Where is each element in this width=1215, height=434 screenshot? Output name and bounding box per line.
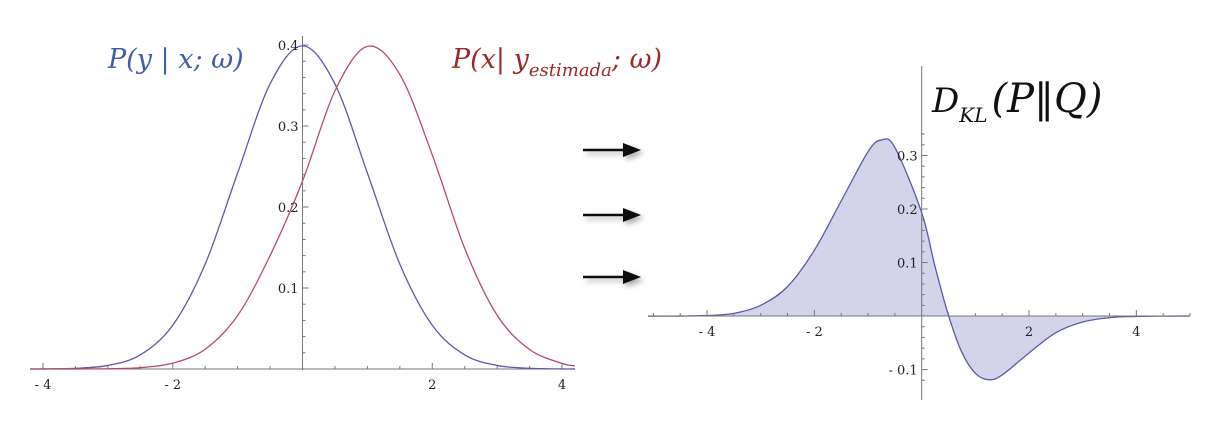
kl-curve-line bbox=[647, 138, 1191, 381]
arrow-group bbox=[583, 143, 641, 284]
left-x-tick-label: 4 bbox=[558, 378, 566, 393]
right-series-group bbox=[647, 138, 1191, 381]
right-arrow-icon bbox=[583, 143, 641, 157]
right-y-tick-label: - 0.1 bbox=[888, 364, 917, 379]
right-kl-chart: - 4 - 2 2 4 - 0.1 0.1 0.2 0.3 bbox=[647, 66, 1191, 400]
right-y-tick-label: 0.2 bbox=[897, 203, 918, 218]
left-x-tick-label: 2 bbox=[428, 378, 436, 393]
label-blue-distribution: P(y | x; ω) bbox=[107, 44, 244, 75]
arrow-head bbox=[623, 208, 641, 222]
right-tick-labels: - 4 - 2 2 4 - 0.1 0.1 0.2 0.3 bbox=[699, 149, 1141, 378]
left-x-tick-label: - 4 bbox=[35, 378, 52, 393]
right-x-tick-label: 2 bbox=[1025, 325, 1033, 340]
left-y-tick-label: 0.2 bbox=[278, 201, 299, 216]
right-arrow-icon bbox=[583, 270, 641, 284]
right-arrow-icon bbox=[583, 208, 641, 222]
label-red-distribution: P(x| yestimada; ω) bbox=[451, 44, 662, 81]
left-axes bbox=[30, 36, 575, 370]
right-x-tick-label: - 2 bbox=[806, 325, 823, 340]
left-series-line-1 bbox=[29, 45, 576, 370]
label-kl-divergence: DKL (P‖Q) bbox=[931, 76, 1102, 127]
right-axes bbox=[648, 66, 1191, 400]
left-series-group bbox=[29, 45, 576, 370]
left-y-tick-label: 0.4 bbox=[278, 39, 299, 54]
left-gaussian-chart: - 4 - 2 2 4 0.1 0.2 0.3 0.4 bbox=[29, 36, 576, 393]
left-tick-labels: - 4 - 2 2 4 0.1 0.2 0.3 0.4 bbox=[35, 39, 567, 393]
arrow-head bbox=[623, 143, 641, 157]
arrow-head bbox=[623, 270, 641, 284]
right-y-tick-label: 0.3 bbox=[897, 149, 918, 164]
right-x-tick-label: - 4 bbox=[699, 325, 716, 340]
kl-area-fill bbox=[648, 138, 1190, 380]
right-y-tick-label: 0.1 bbox=[897, 257, 918, 272]
left-y-tick-label: 0.1 bbox=[278, 282, 299, 297]
right-x-tick-label: 4 bbox=[1132, 325, 1140, 340]
left-y-tick-label: 0.3 bbox=[278, 120, 299, 135]
left-x-tick-label: - 2 bbox=[164, 378, 181, 393]
left-series-line-2 bbox=[29, 45, 576, 370]
